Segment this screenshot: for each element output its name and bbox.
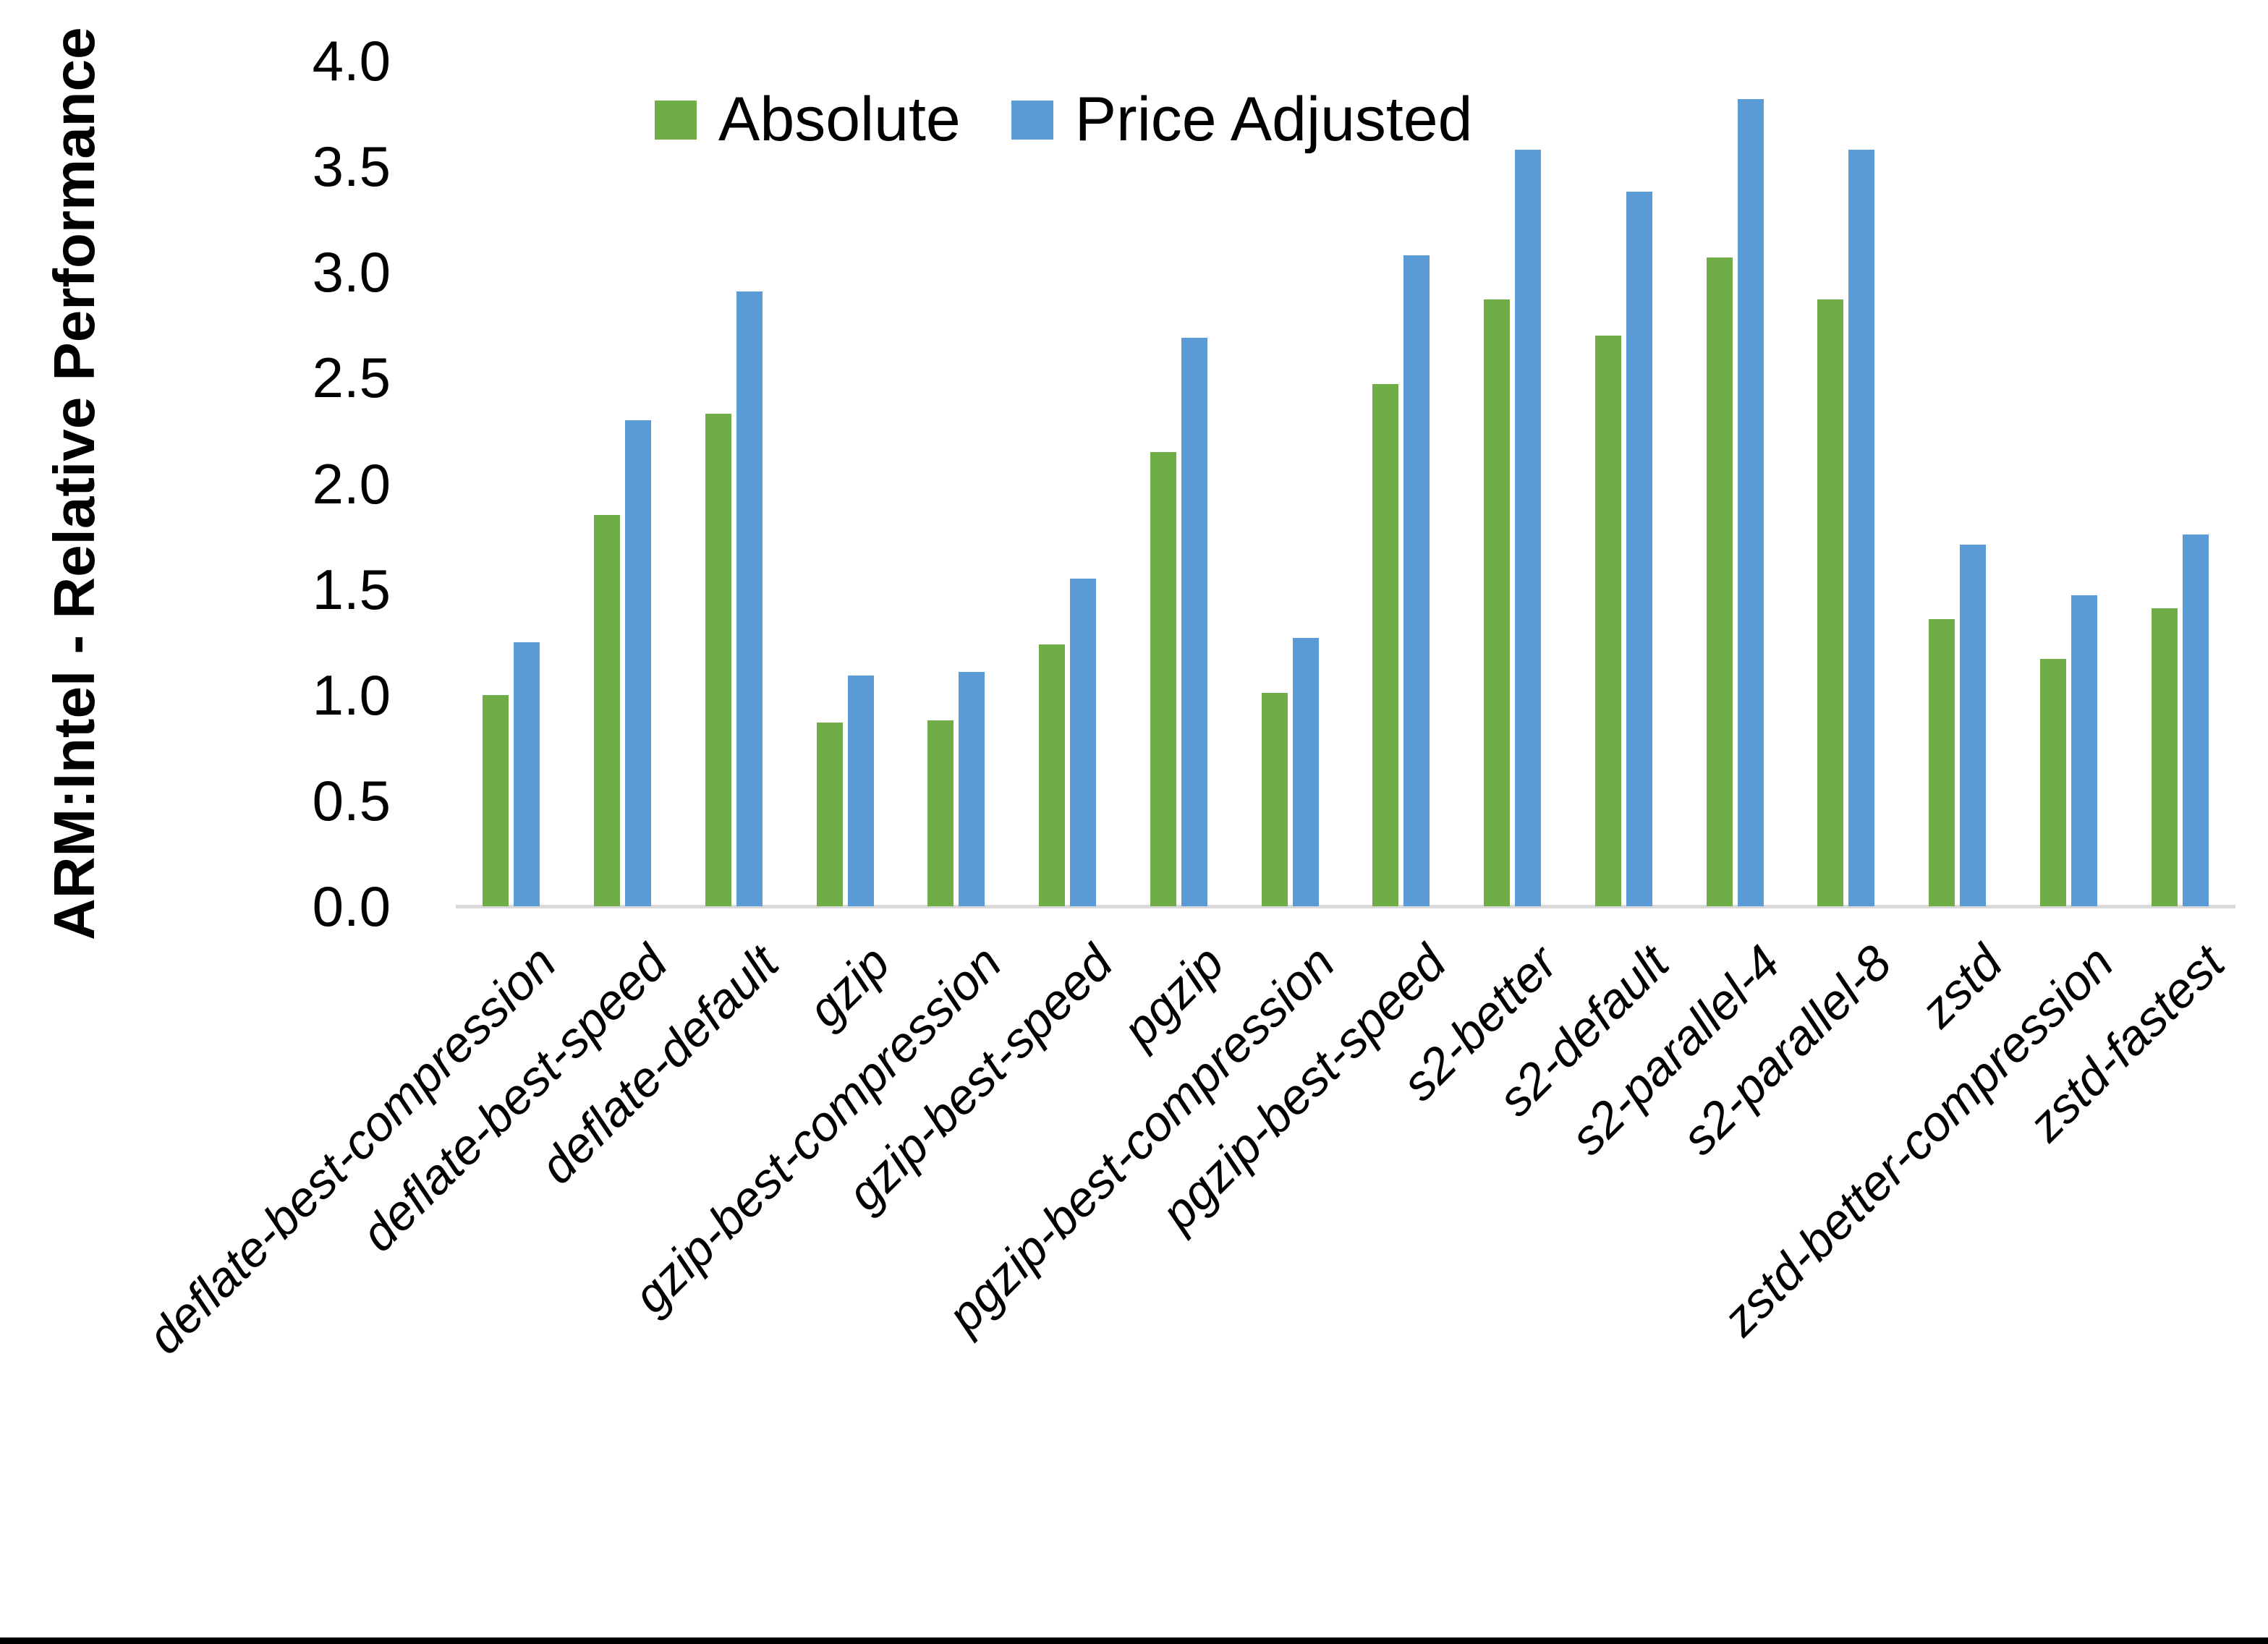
bar-group bbox=[567, 61, 679, 906]
bar bbox=[1817, 299, 1844, 906]
x-axis-line bbox=[456, 905, 2235, 908]
legend-swatch-icon bbox=[655, 100, 697, 140]
y-tick-label: 2.0 bbox=[312, 451, 391, 516]
bar bbox=[1150, 451, 1176, 906]
bar-group bbox=[2013, 61, 2125, 906]
bar-group bbox=[901, 61, 1012, 906]
bar bbox=[1706, 257, 1733, 906]
bar-group bbox=[1568, 61, 1680, 906]
bar-group bbox=[789, 61, 901, 906]
bar bbox=[1848, 149, 1875, 906]
bar bbox=[1594, 335, 1621, 906]
bar bbox=[736, 291, 763, 906]
bar-group bbox=[1457, 61, 1568, 906]
bar bbox=[1484, 299, 1511, 906]
bottom-border bbox=[0, 1637, 2268, 1644]
bar bbox=[959, 671, 985, 906]
y-tick-label: 4.0 bbox=[312, 29, 391, 93]
legend-item: Price Adjusted bbox=[1011, 85, 1473, 154]
bar bbox=[625, 419, 652, 906]
bar bbox=[1737, 98, 1764, 906]
bar-group bbox=[1791, 61, 1902, 906]
bar-group bbox=[1902, 61, 2013, 906]
bar bbox=[2039, 659, 2066, 906]
y-tick-label: 0.5 bbox=[312, 768, 391, 832]
y-tick-label: 1.0 bbox=[312, 663, 391, 727]
y-tick-label: 1.5 bbox=[312, 557, 391, 621]
bar-group bbox=[1679, 61, 1791, 906]
bar bbox=[816, 722, 843, 906]
bar-group bbox=[1346, 61, 1457, 906]
x-tick-label: gzip bbox=[797, 934, 901, 1038]
bar-group bbox=[1012, 61, 1124, 906]
bar bbox=[1626, 192, 1652, 906]
bar bbox=[705, 414, 731, 906]
y-tick-label: 0.0 bbox=[312, 874, 391, 938]
plot-area bbox=[456, 61, 2235, 908]
bar bbox=[483, 694, 509, 906]
bar bbox=[927, 720, 954, 906]
bar bbox=[847, 676, 874, 906]
y-tick-label: 2.5 bbox=[312, 346, 391, 410]
bar bbox=[1403, 255, 1430, 906]
legend-label: Absolute bbox=[718, 85, 961, 154]
bar-group bbox=[1124, 61, 1235, 906]
y-tick-label: 3.5 bbox=[312, 135, 391, 199]
bar bbox=[1039, 644, 1066, 906]
bar bbox=[1929, 618, 1955, 906]
bar bbox=[2182, 534, 2209, 906]
legend-item: Absolute bbox=[655, 85, 961, 154]
bar-group bbox=[456, 61, 567, 906]
legend-label: Price Adjusted bbox=[1074, 85, 1473, 154]
bar bbox=[1070, 579, 1097, 906]
legend: Absolute Price Adjusted bbox=[655, 85, 1472, 154]
legend-swatch-icon bbox=[1011, 100, 1053, 140]
bar bbox=[1181, 337, 1207, 906]
bar bbox=[1515, 149, 1542, 906]
x-tick-label: zstd bbox=[1910, 934, 2013, 1038]
bar-group bbox=[679, 61, 790, 906]
bar bbox=[2151, 608, 2178, 906]
bar bbox=[1292, 637, 1319, 906]
bar bbox=[2070, 595, 2097, 906]
bar bbox=[1261, 692, 1288, 906]
bar-group bbox=[1234, 61, 1346, 906]
bar bbox=[1372, 384, 1399, 906]
bar bbox=[594, 515, 621, 906]
y-axis-title: ARM:Intel - Relative Performance bbox=[42, 27, 106, 940]
bar-group bbox=[2124, 61, 2235, 906]
bar bbox=[1960, 545, 1987, 906]
y-tick-label: 3.0 bbox=[312, 240, 391, 304]
bar bbox=[514, 642, 540, 906]
